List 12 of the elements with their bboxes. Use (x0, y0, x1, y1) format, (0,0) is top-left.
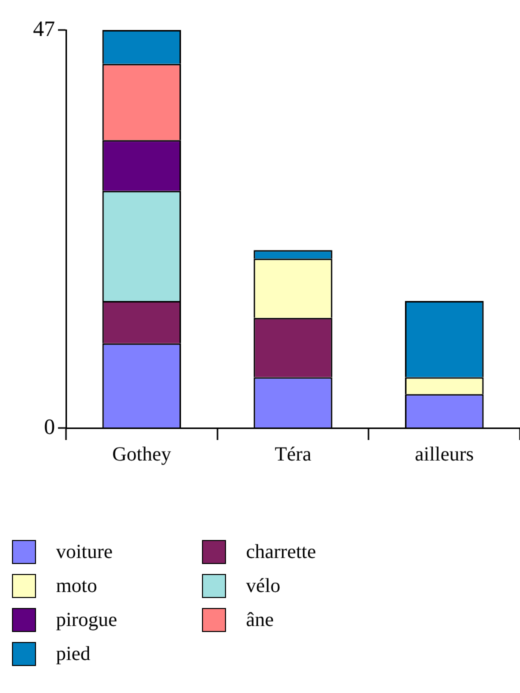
legend-label: voiture (56, 540, 113, 564)
legend-label: charrette (246, 540, 316, 564)
x-tick-label: ailleurs (414, 443, 474, 466)
legend-label: vélo (246, 574, 280, 598)
x-tick-label: Gothey (112, 443, 172, 466)
x-tick-label: Téra (274, 443, 312, 466)
legend-label: moto (56, 574, 98, 598)
y-tick-label: 0 (44, 414, 55, 439)
legend-label: pied (56, 642, 90, 666)
legend-label: pirogue (56, 608, 118, 632)
y-tick-label: 47 (33, 16, 55, 41)
legend-label: âne (246, 608, 274, 632)
